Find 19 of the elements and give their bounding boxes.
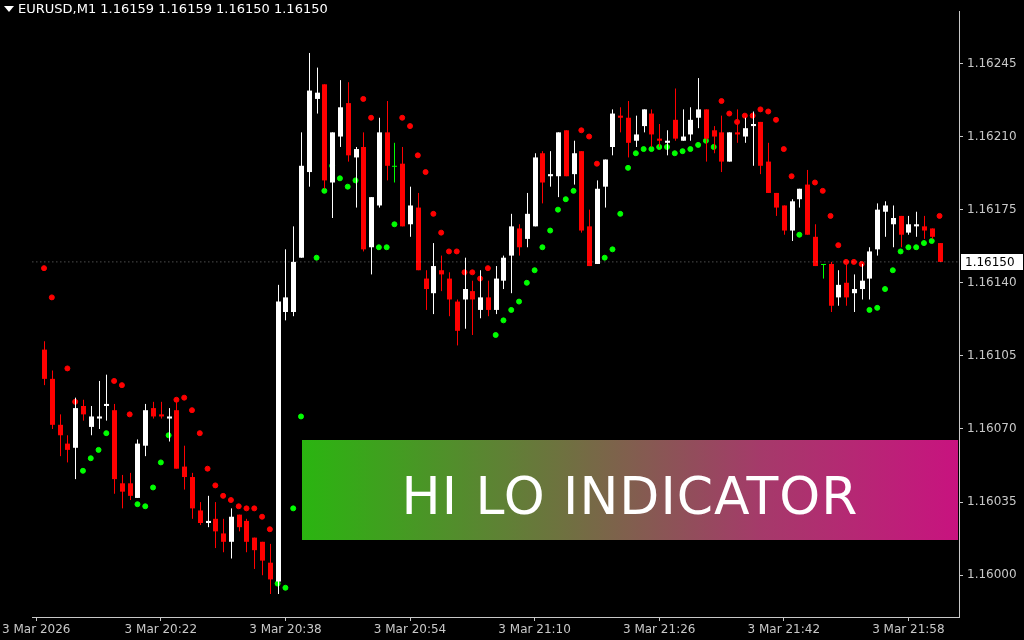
y-tick-label: 1.16210: [967, 128, 1017, 143]
x-tick-label: 3 Mar 2026: [2, 622, 71, 637]
y-tick-label: 1.16070: [967, 421, 1017, 436]
ref-line-label: 1.16150: [965, 255, 1015, 269]
x-tick-label: 3 Mar 21:10: [498, 622, 571, 637]
x-tick-label: 3 Mar 20:38: [249, 622, 322, 637]
y-tick-label: 1.16245: [967, 55, 1017, 70]
chart-subtitle: EURUSD,M1 1.16159 1.16159 1.16150 1.16150: [18, 1, 328, 17]
y-tick-label: 1.16175: [967, 201, 1017, 216]
y-tick-label: 1.16000: [967, 567, 1017, 582]
y-tick-label: 1.16140: [967, 274, 1017, 289]
y-tick-label: 1.16035: [967, 494, 1017, 509]
text: HI LO INDICATOR: [400, 466, 860, 526]
y-tick-label: 1.16105: [967, 348, 1017, 362]
x-tick-label: 3 Mar 21:26: [622, 622, 696, 637]
x-tick-label: 3 Mar 21:42: [747, 622, 821, 637]
x-tick-label: 3 Mar 20:22: [124, 622, 198, 637]
x-tick-label: 3 Mar 20:54: [373, 622, 447, 637]
x-tick-label: 3 Mar 21:58: [872, 622, 945, 637]
